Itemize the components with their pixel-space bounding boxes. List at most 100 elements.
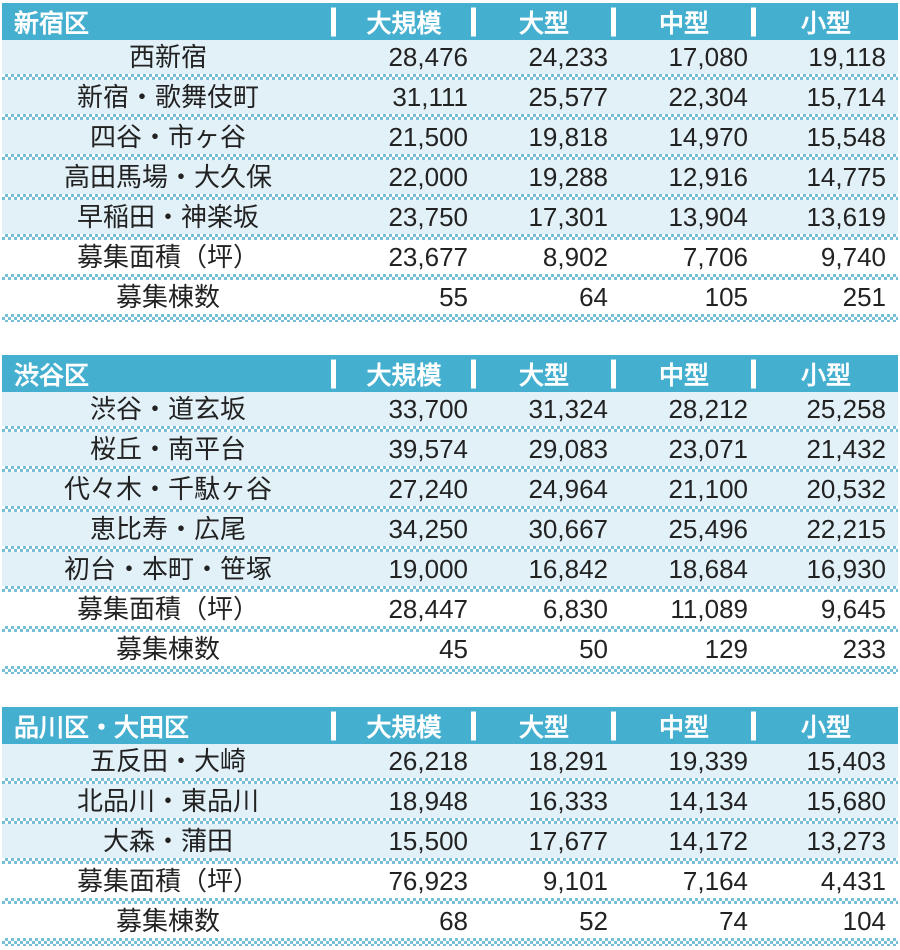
value-cell: 52	[579, 906, 608, 936]
value-cell: 15,714	[806, 82, 886, 112]
value-cell: 50	[579, 634, 608, 664]
value-cell: 19,118	[808, 42, 886, 72]
value-cell: 9,101	[542, 866, 608, 896]
row-label: 募集面積（坪）	[76, 866, 259, 896]
table-header-row: 渋谷区 大規模 大型 中型 小型	[2, 355, 898, 392]
value-cell: 12,916	[668, 162, 748, 192]
row-separator	[2, 626, 898, 632]
value-cell: 8,902	[542, 242, 608, 272]
table-row: 四谷・市ヶ谷 21,500 19,818 14,970 15,548	[2, 120, 898, 154]
value-cell: 55	[439, 282, 468, 312]
value-cell: 11,089	[670, 594, 748, 624]
value-cell: 22,000	[388, 162, 468, 192]
column-header-label: 大規模	[366, 713, 442, 742]
table-row-summary-count: 募集棟数 68 52 74 104	[2, 904, 898, 938]
row-separator	[2, 426, 898, 432]
value-cell: 28,447	[388, 594, 468, 624]
value-cell: 16,930	[806, 554, 886, 584]
value-cell: 24,964	[528, 474, 608, 504]
table-row: 早稲田・神楽坂 23,750 17,301 13,904 13,619	[2, 200, 898, 234]
column-header-daikibo: 大規模	[331, 707, 474, 744]
row-label: 初台・本町・笹塚	[63, 554, 272, 584]
value-cell: 21,432	[806, 434, 886, 464]
column-header-kogata: 小型	[751, 3, 898, 40]
row-separator	[2, 194, 898, 200]
value-cell: 22,215	[806, 514, 886, 544]
value-cell: 16,842	[528, 554, 608, 584]
row-label: 代々木・千駄ヶ谷	[63, 474, 272, 504]
value-cell: 14,970	[668, 122, 748, 152]
value-cell: 39,574	[388, 434, 468, 464]
value-cell: 6,830	[542, 594, 608, 624]
value-cell: 34,250	[388, 514, 468, 544]
header-divider-bar	[611, 359, 616, 388]
value-cell: 14,172	[668, 826, 748, 856]
column-header-chugata: 中型	[611, 707, 754, 744]
value-cell: 25,258	[806, 394, 886, 424]
table-bottom-border	[2, 938, 898, 946]
value-cell: 20,532	[806, 474, 886, 504]
value-cell: 17,301	[528, 202, 608, 232]
value-cell: 25,577	[528, 82, 608, 112]
table-bottom-border	[2, 314, 898, 322]
ward-table-shinagawa-ota: 品川区・大田区 大規模 大型 中型 小型 五反田・大崎 26,218 18,29…	[2, 707, 898, 946]
value-cell: 104	[842, 906, 886, 936]
row-label: 高田馬場・大久保	[63, 162, 272, 192]
value-cell: 15,500	[388, 826, 468, 856]
value-cell: 233	[842, 634, 886, 664]
value-cell: 251	[842, 282, 886, 312]
row-label: 桜丘・南平台	[89, 434, 246, 464]
header-divider-bar	[611, 711, 616, 740]
value-cell: 14,775	[806, 162, 886, 192]
row-label: 新宿・歌舞伎町	[76, 82, 259, 112]
column-header-label: 小型	[800, 713, 851, 742]
row-label: 募集面積（坪）	[76, 594, 259, 624]
table-row: 代々木・千駄ヶ谷 27,240 24,964 21,100 20,532	[2, 472, 898, 506]
table-row-summary-count: 募集棟数 55 64 105 251	[2, 280, 898, 314]
row-separator	[2, 586, 898, 592]
value-cell: 129	[704, 634, 748, 664]
column-header-daikibo: 大規模	[331, 355, 474, 392]
value-cell: 28,476	[388, 42, 468, 72]
row-label: 渋谷・道玄坂	[89, 394, 246, 424]
table-row: 桜丘・南平台 39,574 29,083 23,071 21,432	[2, 432, 898, 466]
row-label: 募集棟数	[115, 282, 220, 312]
value-cell: 68	[439, 906, 468, 936]
value-cell: 28,212	[668, 394, 748, 424]
value-cell: 23,071	[668, 434, 748, 464]
table-row: 西新宿 28,476 24,233 17,080 19,118	[2, 40, 898, 74]
value-cell: 27,240	[388, 474, 468, 504]
value-cell: 23,750	[388, 202, 468, 232]
value-cell: 29,083	[528, 434, 608, 464]
header-divider-bar	[331, 711, 336, 740]
column-header-label: 大規模	[366, 9, 442, 38]
value-cell: 4,431	[820, 866, 886, 896]
table-row: 初台・本町・笹塚 19,000 16,842 18,684 16,930	[2, 552, 898, 586]
row-separator	[2, 466, 898, 472]
row-label: 募集面積（坪）	[76, 242, 259, 272]
column-header-chugata: 中型	[611, 355, 754, 392]
row-separator	[2, 234, 898, 240]
value-cell: 13,619	[806, 202, 886, 232]
row-separator	[2, 546, 898, 552]
value-cell: 16,333	[528, 786, 608, 816]
row-separator	[2, 778, 898, 784]
value-cell: 31,324	[528, 394, 608, 424]
value-cell: 9,740	[820, 242, 886, 272]
row-separator	[2, 114, 898, 120]
value-cell: 7,164	[682, 866, 748, 896]
table-header-row: 品川区・大田区 大規模 大型 中型 小型	[2, 707, 898, 744]
value-cell: 18,291	[528, 746, 608, 776]
column-header-daikibo: 大規模	[331, 3, 474, 40]
row-label: 大森・蒲田	[102, 826, 233, 856]
value-cell: 45	[439, 634, 468, 664]
header-divider-bar	[751, 359, 756, 388]
table-row: 渋谷・道玄坂 33,700 31,324 28,212 25,258	[2, 392, 898, 426]
value-cell: 24,233	[528, 42, 608, 72]
value-cell: 19,288	[528, 162, 608, 192]
column-header-label: 大型	[518, 9, 569, 38]
row-label: 募集棟数	[115, 906, 220, 936]
row-separator	[2, 506, 898, 512]
table-row: 大森・蒲田 15,500 17,677 14,172 13,273	[2, 824, 898, 858]
table-row-summary-area: 募集面積（坪） 28,447 6,830 11,089 9,645	[2, 592, 898, 626]
